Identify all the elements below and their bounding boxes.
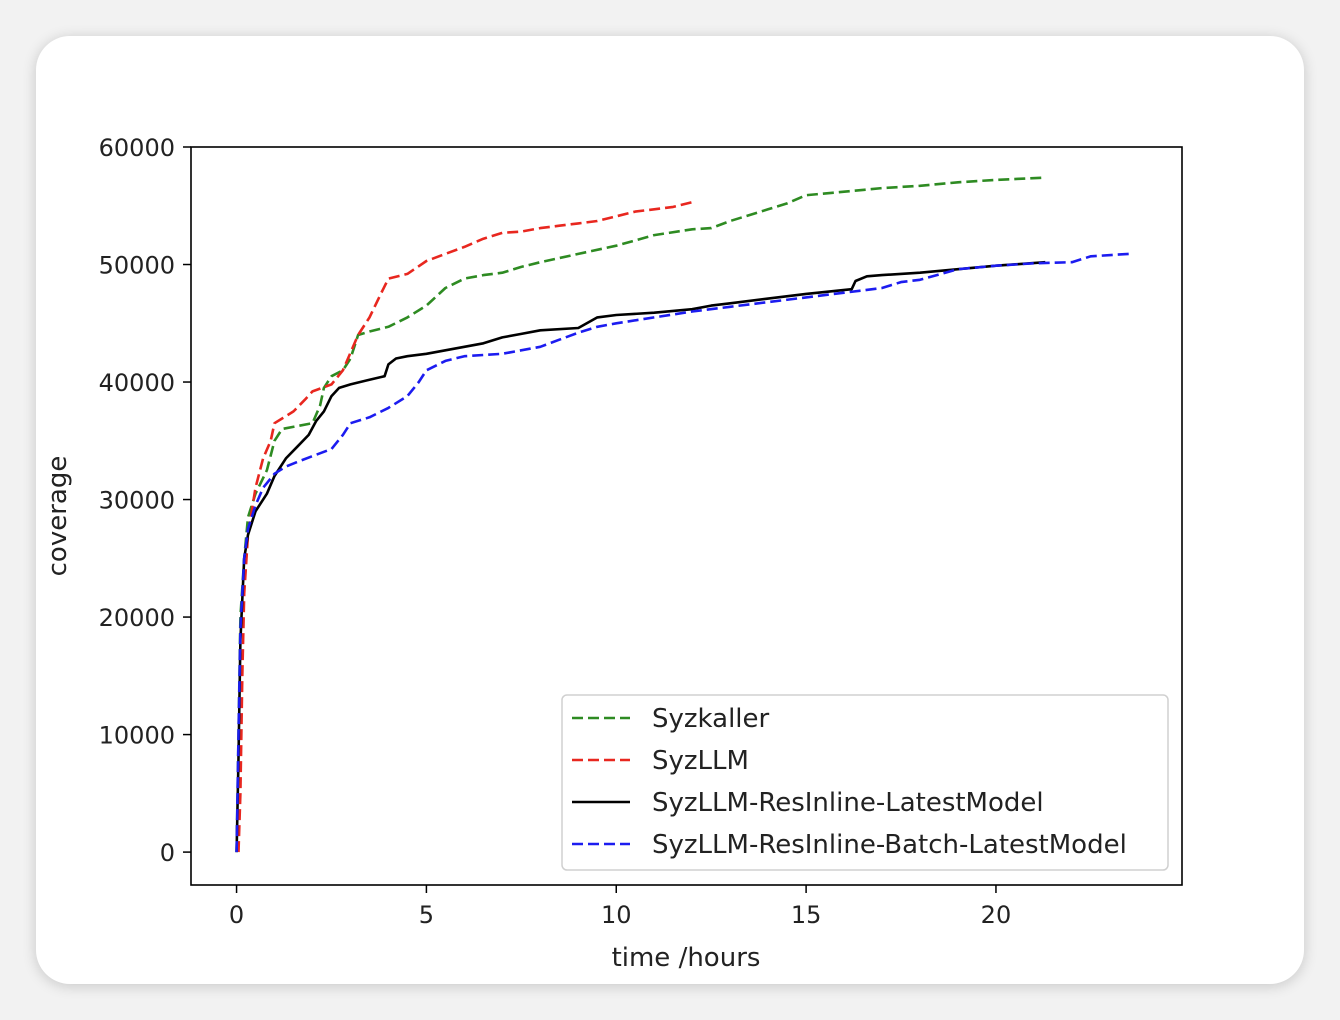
y-axis: 0 10000 20000 30000 40000 50000 60000: [99, 134, 191, 867]
series-line-2: [237, 200, 693, 853]
x-axis: 0 5 10 15 20: [229, 885, 1011, 929]
series-line-1: [235, 176, 1046, 853]
legend-label-4: SyzLLM-ResInline-Batch-LatestModel: [652, 830, 1127, 860]
y-tick-label: 20000: [99, 604, 175, 632]
x-axis-label: time /hours: [612, 943, 761, 973]
series-line-4: [235, 252, 1129, 853]
y-tick-label: 40000: [99, 369, 175, 397]
figure-card: 0 5 10 15 20 0 10000 20000 30000 40000 50000 60000…: [36, 36, 1304, 984]
series-layer: [235, 176, 1129, 853]
coverage-chart: 0 5 10 15 20 0 10000 20000 30000 40000 50000 60000…: [43, 134, 1183, 973]
y-tick-label: 0: [160, 839, 175, 867]
legend-box: [561, 694, 1169, 871]
y-tick-label: 50000: [99, 252, 175, 280]
y-axis-label: coverage: [43, 456, 73, 577]
x-tick-label: 0: [229, 901, 244, 929]
y-tick-label: 60000: [99, 134, 175, 162]
x-tick-label: 5: [419, 901, 434, 929]
legend: Syzkaller SyzLLM SyzLLM-ResInline-LatestMo…: [561, 694, 1169, 871]
x-tick-label: 20: [981, 901, 1012, 929]
y-tick-label: 10000: [99, 722, 175, 750]
x-tick-label: 15: [791, 901, 822, 929]
legend-label-1: Syzkaller: [652, 704, 770, 734]
x-tick-label: 10: [601, 901, 632, 929]
y-tick-label: 30000: [99, 487, 175, 515]
legend-label-3: SyzLLM-ResInline-LatestModel: [652, 788, 1044, 818]
plot-frame: [190, 146, 1183, 886]
legend-label-2: SyzLLM: [652, 746, 749, 776]
